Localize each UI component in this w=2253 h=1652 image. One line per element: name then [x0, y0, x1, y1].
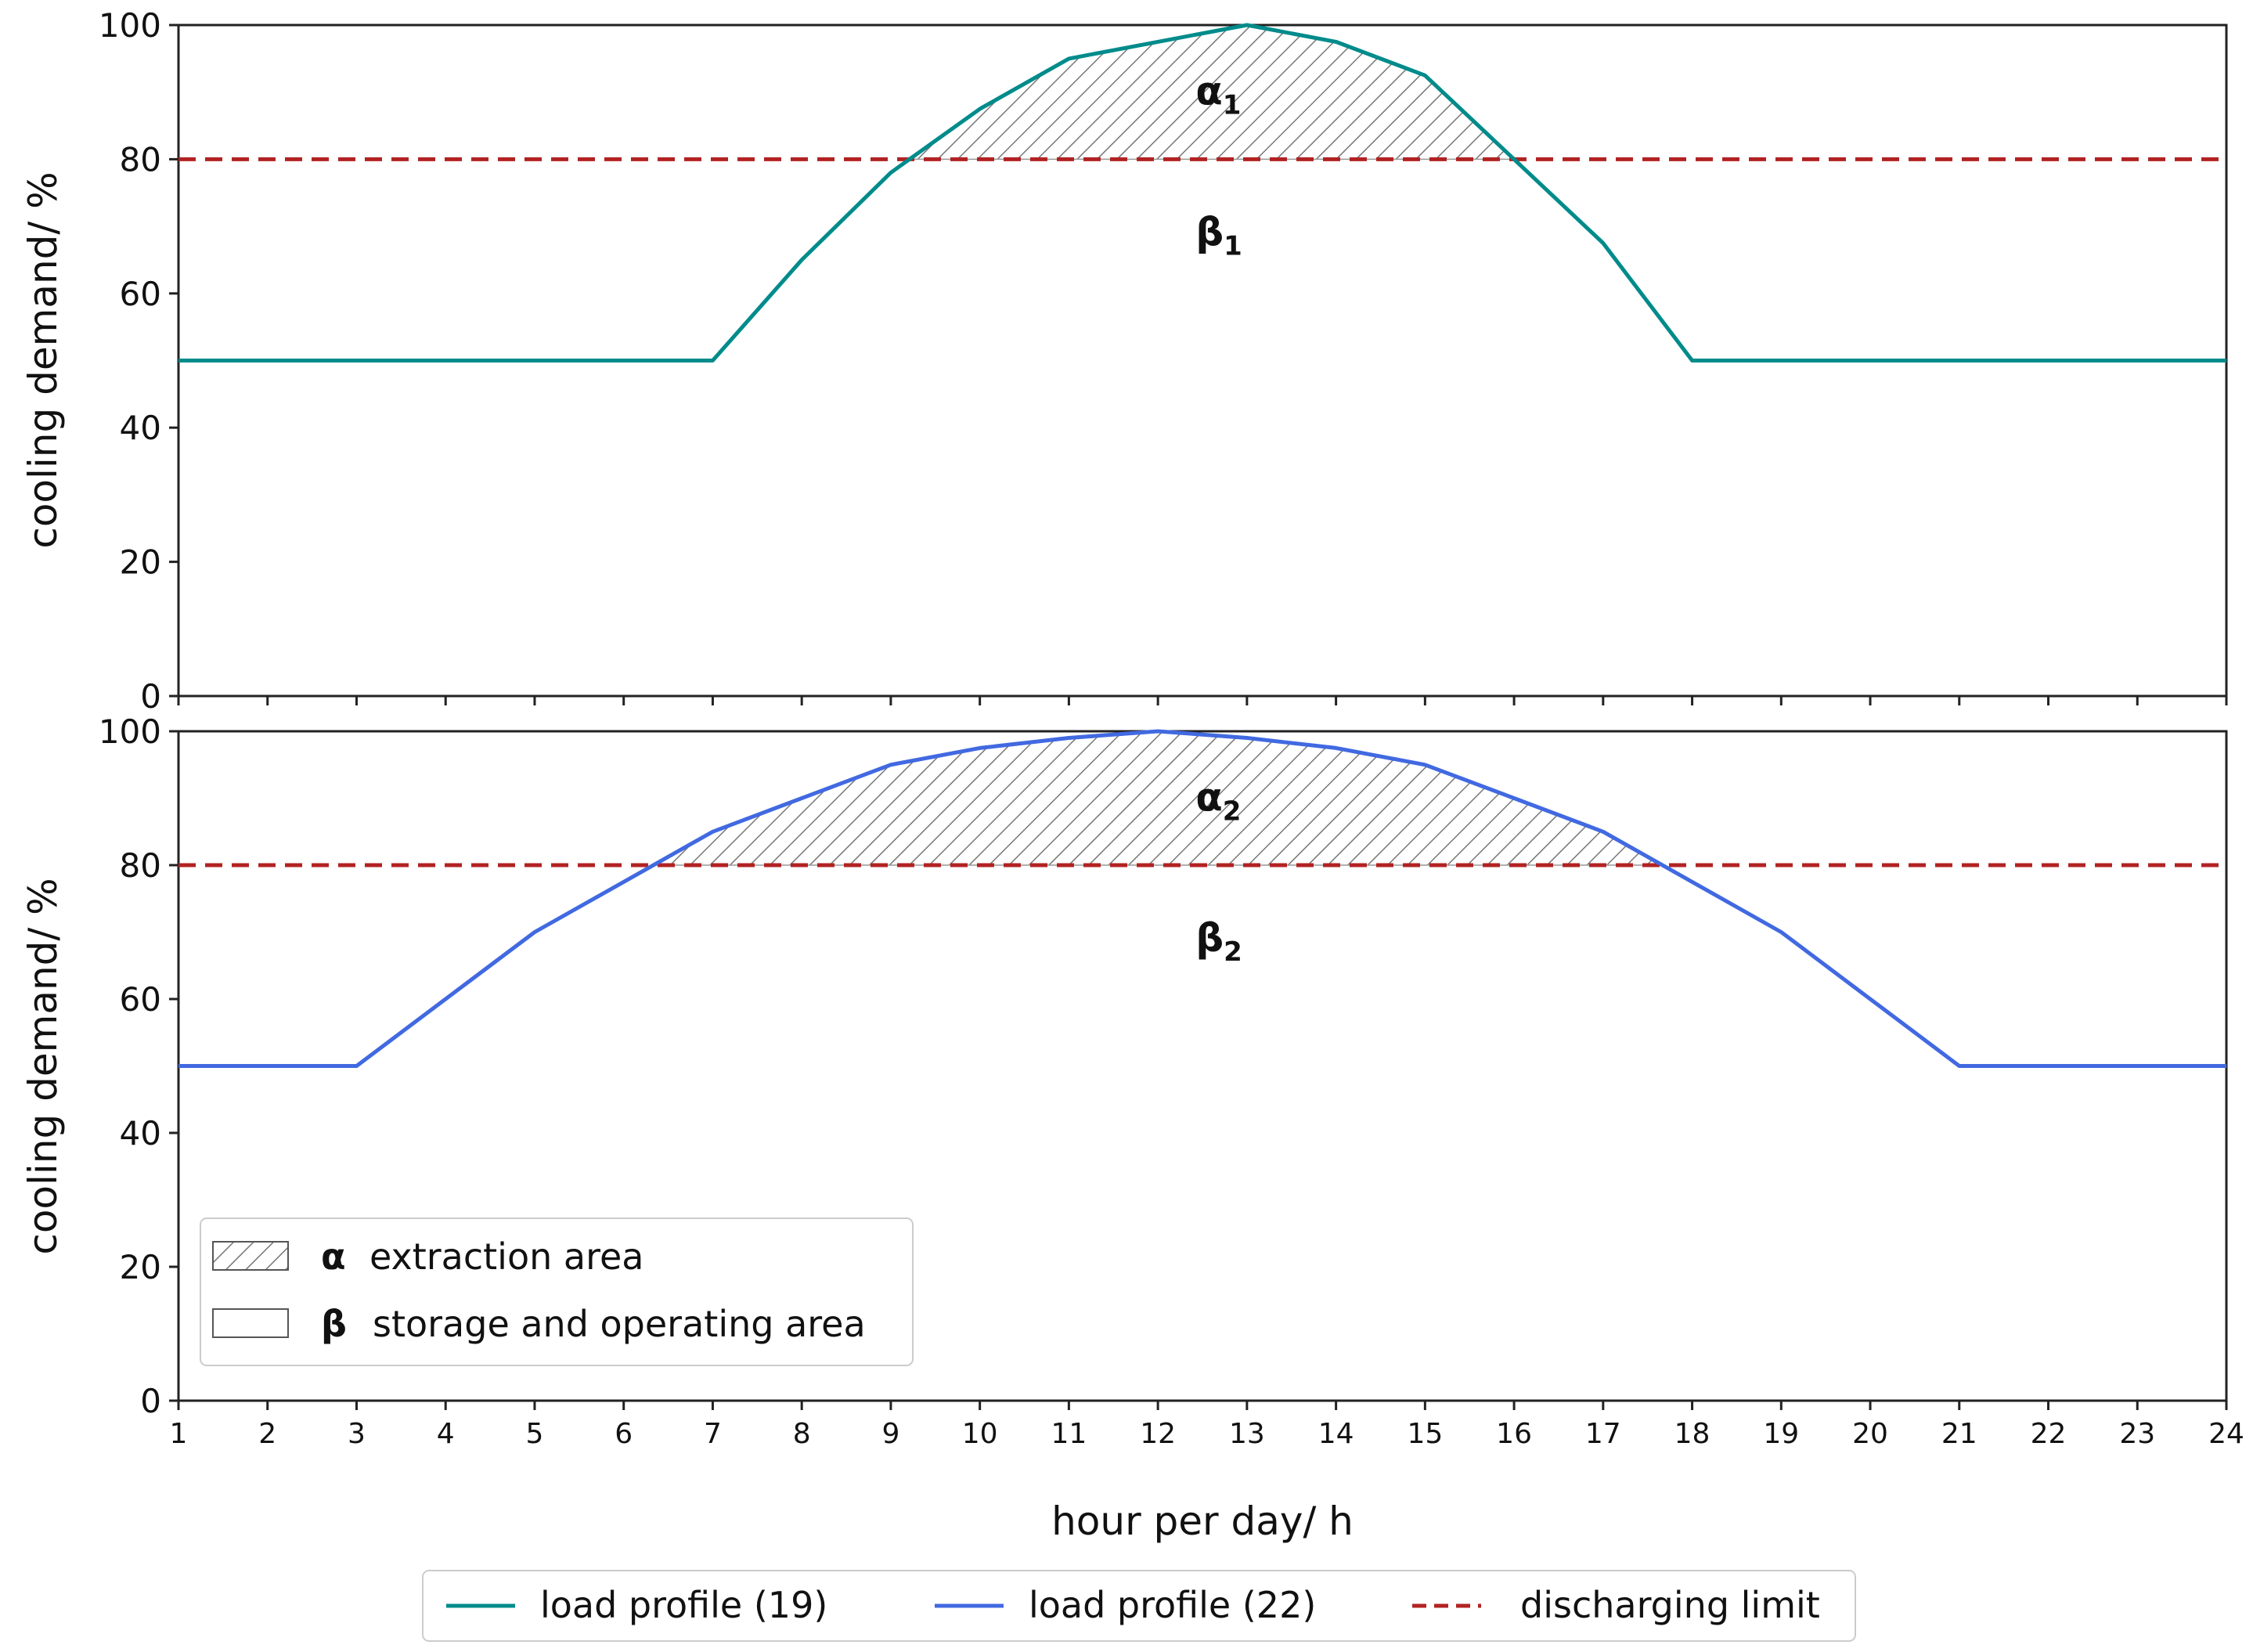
y-tick-label: 80 [120, 846, 161, 885]
x-tick-label: 21 [1941, 1418, 1977, 1450]
x-tick-label: 23 [2119, 1418, 2155, 1450]
alpha-legend-symbol: α [321, 1235, 346, 1278]
x-tick-label: 18 [1674, 1418, 1710, 1450]
series-legend: load profile (19) load profile (22) disc… [422, 1570, 1856, 1642]
x-tick-label: 20 [1852, 1418, 1888, 1450]
x-tick-label: 2 [258, 1418, 276, 1450]
beta-2-label: β2 [1195, 915, 1242, 968]
alpha-1-label: α1 [1195, 69, 1241, 121]
area-legend-frame [200, 1217, 914, 1366]
x-tick-label: 9 [881, 1418, 899, 1450]
legend-label-limit: discharging limit [1520, 1584, 1820, 1626]
x-tick-label: 5 [526, 1418, 544, 1450]
x-tick-label: 10 [962, 1418, 998, 1450]
y-tick-label: 40 [120, 1114, 161, 1152]
x-tick-label: 12 [1140, 1418, 1176, 1450]
x-tick-label: 19 [1763, 1418, 1799, 1450]
y-tick-label: 0 [140, 677, 161, 716]
beta-legend-symbol: β [321, 1303, 347, 1345]
beta-swatch [212, 1308, 289, 1338]
x-tick-label: 15 [1407, 1418, 1443, 1450]
legend-label-19: load profile (19) [540, 1584, 827, 1626]
alpha-swatch [212, 1241, 289, 1271]
y-tick-label: 40 [120, 409, 161, 447]
x-tick-label: 13 [1229, 1418, 1265, 1450]
y-axis-label-top: cooling demand/ % [20, 171, 66, 548]
beta-1-label: β1 [1195, 210, 1242, 262]
y-tick-label: 20 [120, 543, 161, 582]
x-tick-label: 1 [170, 1418, 188, 1450]
legend-label-22: load profile (22) [1029, 1584, 1316, 1626]
area-legend: α extraction area β storage and operatin… [200, 1217, 914, 1366]
y-tick-label: 20 [120, 1248, 161, 1286]
x-axis-label: hour per day/ h [1051, 1499, 1354, 1544]
y-tick-label: 80 [120, 140, 161, 179]
x-tick-label: 14 [1318, 1418, 1354, 1450]
alpha-2-label: α2 [1195, 775, 1241, 828]
beta-legend-label: storage and operating area [373, 1303, 866, 1345]
y-tick-label: 100 [99, 712, 161, 751]
y-tick-label: 100 [99, 6, 161, 45]
x-tick-label: 16 [1496, 1418, 1532, 1450]
x-tick-label: 17 [1585, 1418, 1621, 1450]
x-tick-label: 22 [2031, 1418, 2067, 1450]
x-tick-label: 8 [793, 1418, 811, 1450]
load-profile-line [178, 729, 2226, 1068]
alpha-legend-label: extraction area [369, 1235, 643, 1278]
y-tick-label: 60 [120, 275, 161, 313]
x-tick-label: 24 [2208, 1418, 2244, 1450]
x-tick-label: 3 [348, 1418, 366, 1450]
panel-top: 0 20 40 60 80 100 α1 β1 cooling demand/ % [20, 6, 2228, 716]
y-tick-label: 0 [140, 1382, 161, 1420]
x-tick-label: 7 [704, 1418, 722, 1450]
x-tick-label: 11 [1051, 1418, 1087, 1450]
y-tick-label: 60 [120, 980, 161, 1019]
series-legend-frame [422, 1570, 1856, 1642]
x-tick-label: 4 [437, 1418, 455, 1450]
x-tick-label: 6 [615, 1418, 633, 1450]
load-profile-line [178, 23, 2226, 363]
y-axis-label-bottom: cooling demand/ % [20, 878, 66, 1254]
